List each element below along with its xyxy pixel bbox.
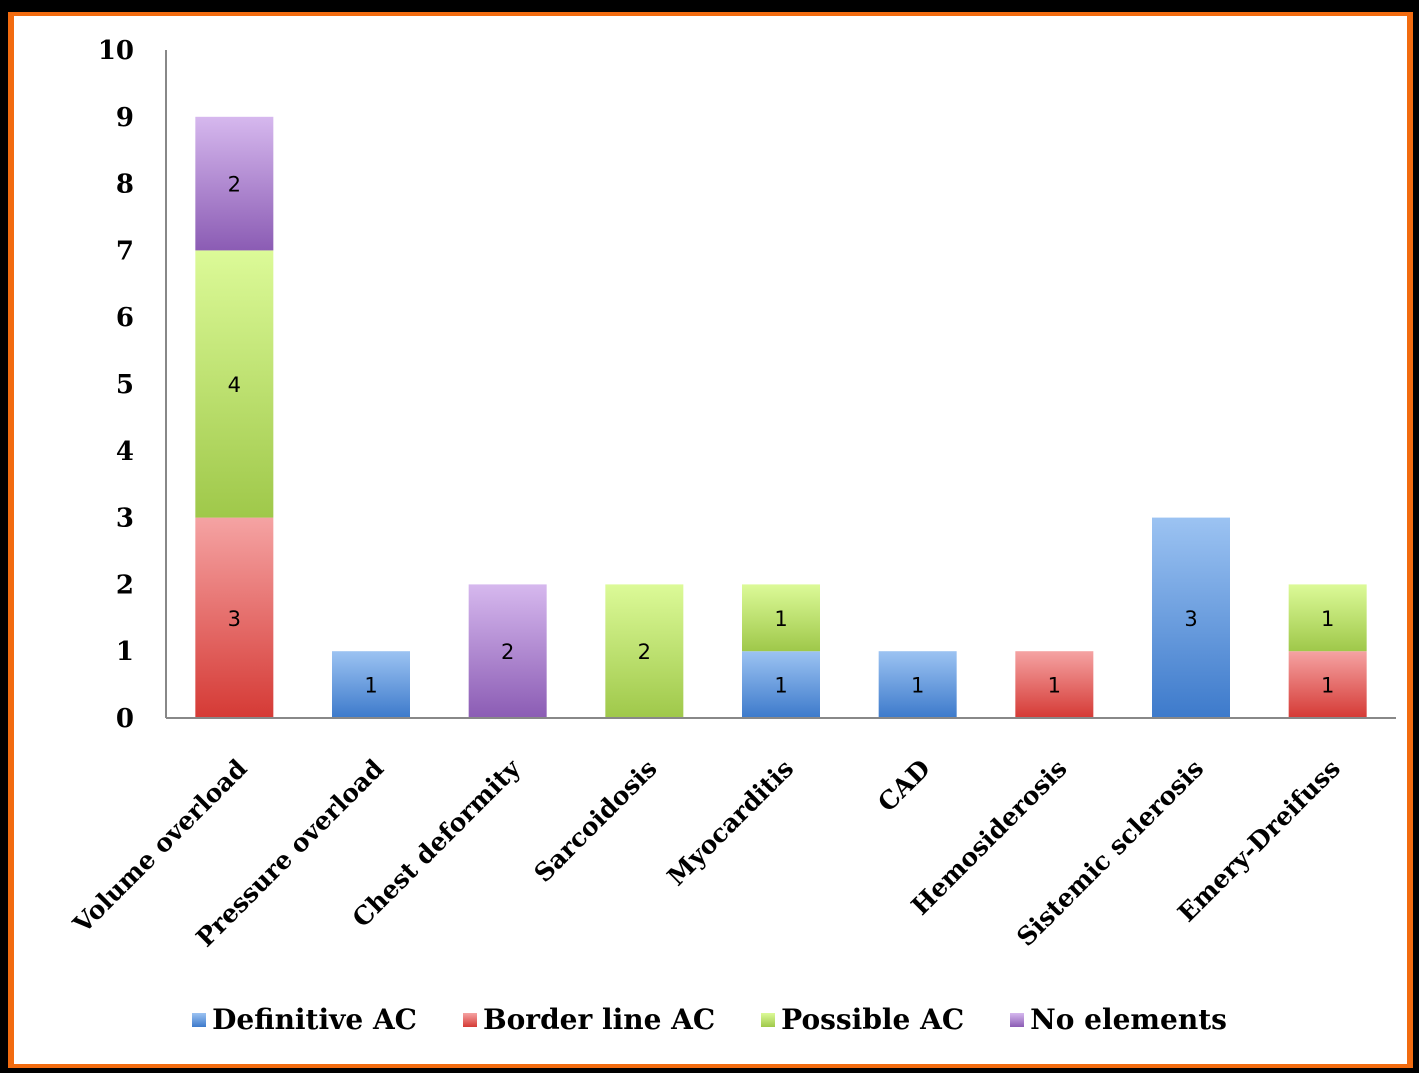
x-category-label: Sarcoidosis	[528, 754, 662, 888]
data-label-volume-overload-possible-ac: 4	[228, 373, 241, 397]
y-tick-label: 6	[116, 303, 134, 333]
bars	[195, 116, 1367, 718]
data-label-myocarditis-definitive-ac: 1	[774, 674, 787, 698]
bar-volume-overload-possible-ac	[195, 250, 274, 518]
y-tick-label: 2	[116, 570, 134, 600]
bar-hemosiderosis-border-line-ac	[1015, 651, 1094, 718]
legend-swatch	[1010, 1012, 1025, 1027]
y-tick-label: 9	[116, 103, 134, 133]
data-label-hemosiderosis-border-line-ac: 1	[1048, 674, 1061, 698]
x-category-label: CAD	[872, 754, 936, 818]
legend-swatch	[761, 1012, 776, 1027]
data-label-chest-deformity-no-elements: 2	[501, 640, 514, 664]
x-category-label: Myocarditis	[662, 754, 800, 892]
data-label-emery-dreifuss-possible-ac: 1	[1321, 607, 1334, 631]
legend-label: Possible AC	[781, 1003, 965, 1036]
legend-item-border-line-ac: Border line AC	[462, 1003, 716, 1036]
legend-swatch	[462, 1012, 477, 1027]
bar-myocarditis-definitive-ac	[742, 651, 820, 718]
legend-label: No elements	[1030, 1003, 1227, 1036]
bar-emery-dreifuss-border-line-ac	[1288, 651, 1367, 718]
data-label-myocarditis-possible-ac: 1	[774, 607, 787, 631]
data-labels: 3 4 2 1 2 2 1 1 1 1 3 1 1	[228, 173, 1335, 698]
y-tick-label: 8	[116, 170, 134, 200]
y-tick-label: 0	[116, 704, 134, 734]
legend-label: Definitive AC	[212, 1003, 417, 1036]
bar-pressure-overload-definitive-ac	[332, 651, 410, 718]
legend-item-no-elements: No elements	[1010, 1003, 1227, 1036]
data-label-sistemic-sclerosis-definitive-ac: 3	[1184, 607, 1197, 631]
data-label-pressure-overload-definitive-ac: 1	[364, 674, 377, 698]
bar-sistemic-sclerosis-definitive-ac	[1152, 517, 1230, 718]
bar-cad-definitive-ac	[878, 651, 957, 718]
bar-myocarditis-possible-ac	[742, 584, 820, 652]
legend-swatch	[192, 1012, 207, 1027]
bar-sarcoidosis-possible-ac	[605, 584, 684, 718]
y-tick-label: 3	[116, 504, 134, 534]
chart-legend: Definitive AC Border line AC Possible AC No…	[0, 1003, 1419, 1036]
bar-chest-deformity-no-elements	[468, 584, 547, 718]
bar-emery-dreifuss-possible-ac	[1288, 584, 1367, 652]
legend-label: Border line AC	[482, 1003, 716, 1036]
legend-item-definitive-ac: Definitive AC	[192, 1003, 417, 1036]
legend-item-possible-ac: Possible AC	[761, 1003, 964, 1036]
data-label-volume-overload-border-line-ac: 3	[228, 607, 241, 631]
data-label-sarcoidosis-possible-ac: 2	[638, 640, 651, 664]
y-tick-label: 5	[116, 370, 134, 400]
bar-volume-overload-no-elements	[195, 116, 274, 251]
y-tick-label: 1	[116, 637, 134, 667]
bar-volume-overload-border-line-ac	[195, 517, 274, 718]
data-label-cad-definitive-ac: 1	[911, 674, 924, 698]
y-tick-label: 10	[98, 36, 134, 66]
data-label-emery-dreifuss-border-line-ac: 1	[1321, 674, 1334, 698]
y-tick-label: 4	[116, 437, 134, 467]
data-label-volume-overload-no-elements: 2	[228, 173, 241, 197]
y-axis: 0 1 2 3 4 5 6 7 8 9 10	[98, 36, 167, 734]
y-tick-label: 7	[116, 236, 134, 266]
